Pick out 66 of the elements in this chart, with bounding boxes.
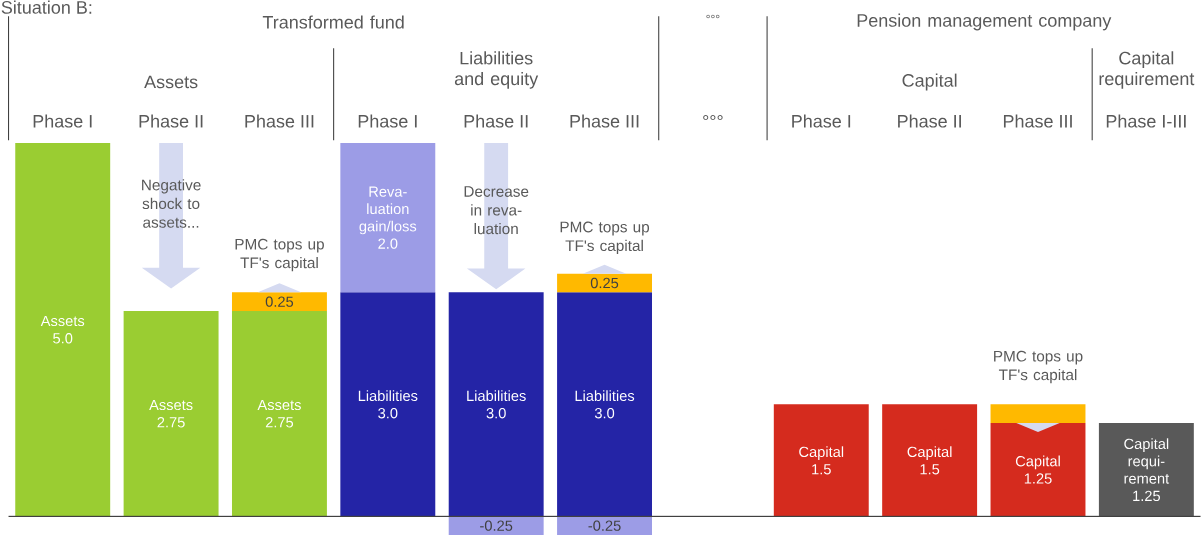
data-label: 3.0: [594, 408, 615, 419]
data-label: 0.25: [265, 296, 294, 307]
annotation: Negative shock to assets...: [142, 179, 201, 228]
chart-title: Situation B:: [1, 0, 92, 14]
data-label: 0.25: [590, 277, 619, 289]
bar: [340, 292, 436, 517]
data-label: 2.75: [265, 417, 294, 428]
data-label: 1.5: [920, 464, 940, 475]
series-label: Reva-luation gain/loss: [359, 186, 417, 235]
text: Assets: [144, 75, 198, 89]
x-tick-label: Phase III: [245, 114, 314, 128]
bar: [448, 516, 544, 535]
bar: [1098, 423, 1194, 517]
bar: [990, 404, 1086, 423]
x-tick-label: Phase II: [139, 114, 203, 128]
series-label: Capital requi-rement: [1124, 438, 1170, 484]
bar: [557, 292, 653, 517]
text: Capital: [902, 73, 957, 91]
x-tick-label: Phase I: [792, 114, 851, 128]
x-tick-label: Phase III: [570, 114, 639, 128]
bar: [557, 516, 653, 535]
data-label: 3.0: [378, 408, 398, 419]
text: Assets: [40, 315, 85, 327]
text: °°°: [706, 14, 720, 19]
data-label: 1.5: [812, 464, 831, 475]
bar: [15, 143, 111, 517]
series-label: Liabilities: [467, 390, 526, 402]
text: Liabilities: [575, 390, 635, 402]
bar: [231, 292, 327, 311]
text: Pension management company: [857, 13, 1112, 31]
data-label: 1.25: [1133, 490, 1160, 502]
text: Assets: [149, 399, 193, 411]
annotation: Decrease in reva-luation: [464, 186, 529, 235]
series-label: Assets: [257, 399, 301, 411]
bar: [123, 311, 219, 517]
text: Capital: [1015, 455, 1060, 470]
bar: [990, 423, 1086, 517]
data-label: -0.25: [588, 520, 621, 531]
x-tick-label: Phase I: [358, 114, 417, 128]
bar: [448, 292, 544, 517]
x-tick-label: °°°: [703, 115, 723, 121]
data-label: 5.0: [53, 333, 73, 344]
x-tick-label: Phase I-III: [1106, 114, 1186, 128]
data-label: 2.0: [378, 238, 398, 249]
text: Liabilities and equity: [454, 51, 539, 89]
text: Capital: [799, 446, 844, 460]
annotation: PMC tops up TF's capital: [235, 238, 324, 272]
x-tick-label: Phase III: [1003, 114, 1072, 128]
data-label: 3.0: [486, 408, 506, 419]
data-label: 2.75: [157, 417, 185, 428]
bar: [773, 404, 869, 517]
text: Transformed fund: [262, 15, 404, 29]
bar: [231, 311, 327, 517]
x-tick-label: Phase II: [898, 114, 961, 128]
data-label: -0.25: [480, 520, 513, 531]
text: Capital requirement: [1099, 51, 1195, 89]
data-label: 1.25: [1024, 473, 1052, 484]
x-tick-label: Phase II: [464, 114, 528, 128]
x-tick-label: Phase I: [33, 114, 92, 128]
text: Liabilities: [358, 390, 418, 402]
bar: [882, 404, 978, 517]
bar: [340, 143, 436, 293]
annotation: PMC tops up TF's capital: [994, 350, 1083, 384]
bar: [557, 273, 653, 293]
series-label: Capital: [907, 446, 952, 460]
annotation: PMC tops up TF's capital: [560, 221, 650, 255]
